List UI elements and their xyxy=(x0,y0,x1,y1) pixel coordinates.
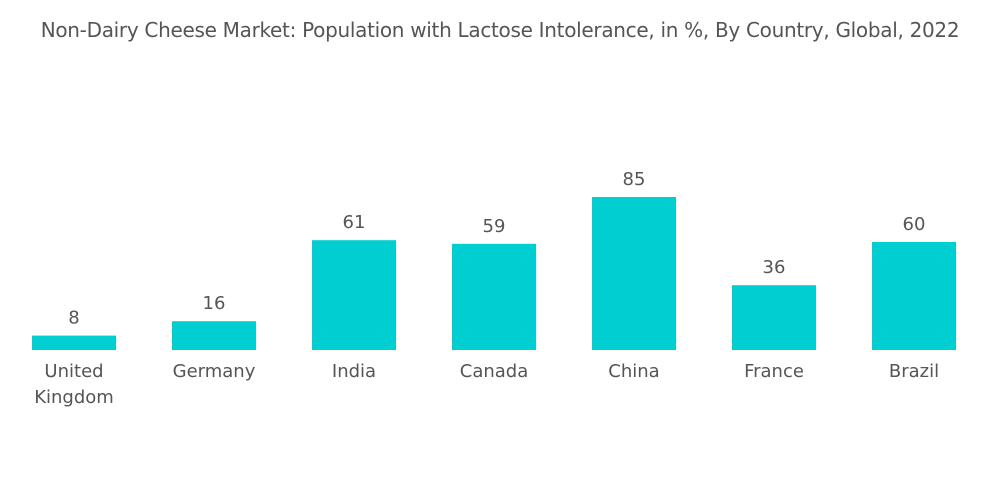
bar-china xyxy=(592,197,676,350)
x-tick-label: India xyxy=(332,361,376,382)
data-label: 36 xyxy=(763,257,786,278)
data-label: 85 xyxy=(623,169,646,190)
x-tick-label: Germany xyxy=(173,361,256,382)
data-label: 16 xyxy=(203,293,226,314)
bar-united-kingdom xyxy=(32,335,116,350)
chart-title: Non-Dairy Cheese Market: Population with… xyxy=(40,18,960,42)
bar-brazil xyxy=(872,242,956,350)
data-label: 8 xyxy=(68,308,79,329)
x-tick-label: Canada xyxy=(460,361,529,382)
x-tick-label: France xyxy=(744,361,804,382)
bar-india xyxy=(312,240,396,350)
data-label: 61 xyxy=(343,212,366,233)
x-tick-label: China xyxy=(608,361,659,382)
bar-germany xyxy=(172,321,256,350)
x-tick-label: Brazil xyxy=(889,361,939,382)
x-tick-label: United Kingdom xyxy=(34,361,114,408)
data-label: 60 xyxy=(903,214,926,235)
bar-france xyxy=(732,285,816,350)
data-label: 59 xyxy=(483,216,506,237)
bar-canada xyxy=(452,243,536,350)
